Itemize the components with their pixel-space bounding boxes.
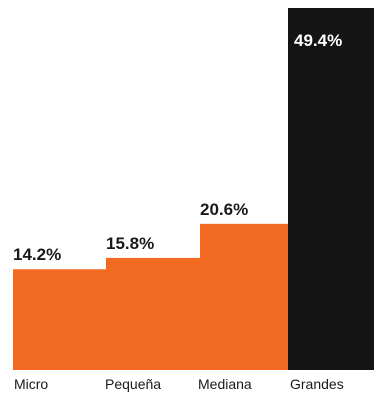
category-label-mediana: Mediana <box>198 376 252 392</box>
bar-mediana <box>200 223 288 370</box>
category-label-micro: Micro <box>14 376 48 392</box>
category-labels-group: Micro Pequeña Mediana Grandes <box>14 376 344 392</box>
data-label-pequeña: 15.8% <box>106 234 154 253</box>
data-label-grandes: 49.4% <box>294 31 342 50</box>
bar-grandes <box>288 8 374 370</box>
bars-group <box>13 8 374 370</box>
data-label-micro: 14.2% <box>13 245 61 264</box>
category-label-pequeña: Pequeña <box>105 376 161 392</box>
data-label-mediana: 20.6% <box>200 200 248 219</box>
category-label-grandes: Grandes <box>290 376 344 392</box>
data-labels-group: 14.2% 15.8% 20.6% 49.4% <box>13 31 342 264</box>
bar-micro <box>13 269 106 370</box>
bar-pequeña <box>106 257 200 370</box>
